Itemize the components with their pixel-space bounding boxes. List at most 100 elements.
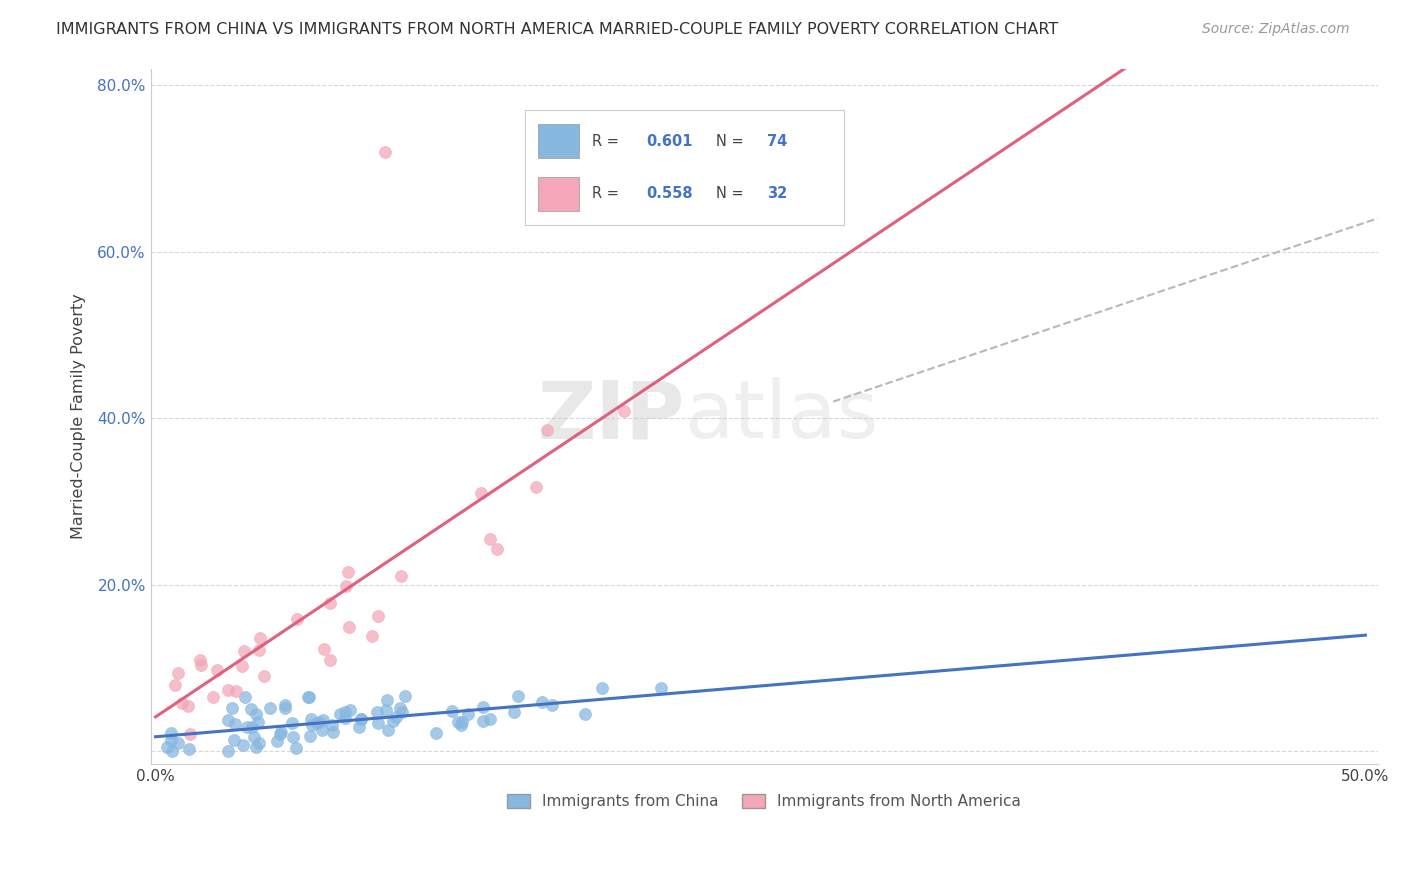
Point xyxy=(471,714,494,728)
Point xyxy=(335,705,357,719)
Point xyxy=(236,720,259,734)
Point xyxy=(388,701,411,715)
Point xyxy=(222,732,245,747)
Point xyxy=(240,720,263,734)
Point xyxy=(374,703,396,717)
Point xyxy=(613,404,636,418)
Point xyxy=(156,739,179,754)
Point xyxy=(375,693,398,707)
Point xyxy=(472,699,495,714)
Point xyxy=(239,702,262,716)
Point xyxy=(447,714,470,729)
Point xyxy=(297,690,319,704)
Point xyxy=(333,711,356,725)
Point xyxy=(274,698,297,712)
Text: ZIP: ZIP xyxy=(537,377,685,455)
Point xyxy=(485,541,508,556)
Point xyxy=(259,701,281,715)
Point xyxy=(177,698,200,713)
Point xyxy=(350,712,373,726)
Point xyxy=(394,689,416,703)
Point xyxy=(457,707,479,722)
Point xyxy=(270,725,292,739)
Point xyxy=(377,723,399,737)
Point xyxy=(266,733,288,747)
Y-axis label: Married-Couple Family Poverty: Married-Couple Family Poverty xyxy=(72,293,86,539)
Point xyxy=(360,628,382,642)
Text: Source: ZipAtlas.com: Source: ZipAtlas.com xyxy=(1202,22,1350,37)
Point xyxy=(319,595,342,609)
Point xyxy=(314,641,336,656)
Point xyxy=(337,620,360,634)
Point xyxy=(301,718,323,732)
Point xyxy=(217,744,239,758)
Point xyxy=(246,715,269,730)
Point xyxy=(249,631,271,645)
Point xyxy=(179,727,201,741)
Point xyxy=(231,659,253,673)
Point xyxy=(425,726,447,740)
Legend: Immigrants from China, Immigrants from North America: Immigrants from China, Immigrants from N… xyxy=(502,788,1026,815)
Point xyxy=(245,707,267,722)
Point xyxy=(374,145,396,159)
Point xyxy=(382,714,405,729)
Point xyxy=(160,732,183,747)
Point xyxy=(574,707,596,722)
Point xyxy=(224,717,246,731)
Point xyxy=(311,723,333,738)
Point xyxy=(347,719,370,733)
Point xyxy=(367,609,389,624)
Point xyxy=(311,713,333,727)
Point xyxy=(284,740,307,755)
Point xyxy=(217,682,239,697)
Point xyxy=(281,715,304,730)
Point xyxy=(190,658,212,673)
Point xyxy=(308,714,330,729)
Point xyxy=(524,480,547,494)
Point xyxy=(217,714,239,728)
Point xyxy=(166,666,188,681)
Point xyxy=(530,695,553,709)
Point xyxy=(391,706,413,720)
Text: IMMIGRANTS FROM CHINA VS IMMIGRANTS FROM NORTH AMERICA MARRIED-COUPLE FAMILY POV: IMMIGRANTS FROM CHINA VS IMMIGRANTS FROM… xyxy=(56,22,1059,37)
Point xyxy=(253,669,276,683)
Point xyxy=(160,744,183,758)
Point xyxy=(441,704,464,718)
Point xyxy=(540,698,562,713)
Point xyxy=(451,714,474,729)
Point xyxy=(242,730,264,744)
Point xyxy=(339,704,361,718)
Point xyxy=(233,690,256,704)
Point xyxy=(389,569,412,583)
Point xyxy=(225,684,247,698)
Point xyxy=(285,611,308,625)
Point xyxy=(232,738,254,752)
Point xyxy=(322,725,344,739)
Point xyxy=(305,715,328,730)
Point xyxy=(179,741,201,756)
Point xyxy=(470,486,492,500)
Point xyxy=(321,718,343,732)
Point xyxy=(298,690,321,704)
Point xyxy=(335,579,357,593)
Point xyxy=(281,731,304,745)
Point xyxy=(205,663,228,677)
Point xyxy=(385,709,408,723)
Point xyxy=(170,696,193,710)
Point xyxy=(508,689,530,703)
Point xyxy=(273,700,295,714)
Point xyxy=(478,532,501,546)
Point xyxy=(329,706,352,721)
Point xyxy=(650,681,672,695)
Point xyxy=(367,715,389,730)
Point xyxy=(166,735,188,749)
Point xyxy=(221,701,243,715)
Point xyxy=(536,423,558,437)
Point xyxy=(450,717,472,731)
Point xyxy=(591,681,613,695)
Point xyxy=(478,712,501,726)
Point xyxy=(319,653,342,667)
Point xyxy=(188,652,211,666)
Point xyxy=(299,712,322,726)
Point xyxy=(201,690,224,704)
